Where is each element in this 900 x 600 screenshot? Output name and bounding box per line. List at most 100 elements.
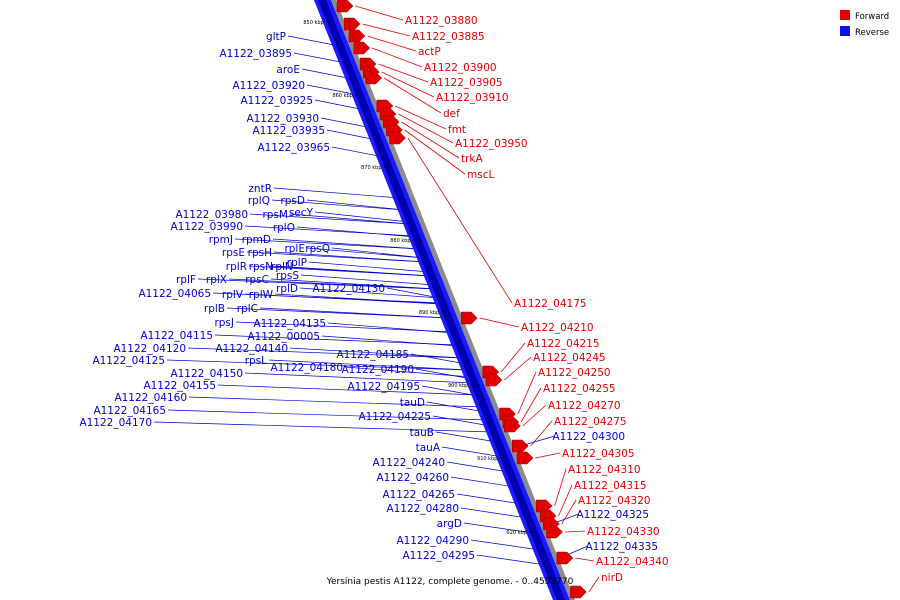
- callout-line: [271, 199, 405, 211]
- callout-line: [558, 484, 573, 517]
- callout-line: [460, 507, 528, 519]
- callout-line: [272, 238, 421, 250]
- callout-line: [404, 129, 466, 175]
- forward-gene-label: A1122_04210: [521, 322, 594, 334]
- callout-line: [296, 226, 416, 238]
- callout-line: [187, 347, 464, 359]
- reverse-gene-label: rplN: [271, 261, 293, 273]
- forward-feature-arrow: [348, 29, 366, 43]
- tick-label: 920 kbp: [507, 530, 527, 536]
- forward-feature-arrow: [343, 17, 361, 31]
- forward-gene-label: A1122_04310: [568, 464, 641, 476]
- reverse-gene-label: rpsJ: [214, 317, 234, 329]
- reverse-gene-label: A1122_04265: [382, 489, 455, 501]
- legend-swatch: [840, 26, 850, 36]
- reverse-gene-label: A1122_03895: [219, 48, 292, 60]
- callout-line: [289, 213, 411, 225]
- reverse-gene-label: A1122_03980: [175, 209, 248, 221]
- callout-line: [575, 557, 595, 562]
- callout-line: [259, 307, 448, 319]
- legend-label: Forward: [855, 12, 889, 22]
- reverse-gene-label: A1122_04160: [114, 392, 187, 404]
- reverse-gene-label: A1122_04260: [376, 472, 449, 484]
- callout-line: [331, 247, 424, 259]
- reverse-gene-label: A1122_04185: [336, 349, 409, 361]
- reverse-gene-label: A1122_04195: [347, 381, 420, 393]
- reverse-gene-label: gltP: [266, 31, 286, 43]
- callout-line: [167, 409, 489, 421]
- callout-line: [441, 446, 504, 458]
- callout-line: [463, 522, 534, 534]
- forward-feature-arrow: [570, 585, 587, 599]
- callout-line: [535, 452, 561, 459]
- reverse-gene-label: A1122_04125: [92, 355, 165, 367]
- callout-line: [398, 113, 454, 144]
- callout-line: [314, 211, 410, 223]
- callout-line: [299, 287, 440, 299]
- reverse-gene-label: rpmD: [242, 234, 271, 246]
- feature-arrows: [336, 0, 587, 599]
- reverse-gene-label: rplR: [226, 261, 247, 273]
- callout-line: [386, 287, 440, 299]
- callout-line: [287, 35, 340, 47]
- reverse-gene-label: rplC: [237, 303, 258, 315]
- forward-feature-arrow: [556, 551, 574, 565]
- reverse-gene-label: A1122_04065: [138, 288, 211, 300]
- callout-line: [435, 431, 498, 443]
- reverse-gene-label: A1122_04170: [79, 417, 152, 429]
- reverse-gene-label: A1122_03965: [257, 142, 330, 154]
- callout-line: [367, 35, 417, 52]
- reverse-gene-label: rpsM: [262, 209, 288, 221]
- forward-gene-label: A1122_04315: [574, 480, 647, 492]
- forward-feature-arrow: [535, 499, 553, 513]
- forward-gene-label: A1122_04245: [533, 352, 606, 364]
- reverse-gene-label: argD: [437, 518, 462, 530]
- callout-line: [244, 372, 474, 384]
- callout-line: [293, 52, 347, 64]
- callout-line: [401, 121, 460, 159]
- legend-label: Reverse: [855, 28, 889, 38]
- tick-label: 890 kbp: [419, 310, 439, 316]
- callout-line: [426, 401, 486, 413]
- reverse-gene-label: rpsH: [248, 247, 272, 259]
- callout-line: [289, 347, 464, 359]
- tick-label: 900 kbp: [448, 383, 468, 389]
- reverse-gene-label: A1122_04120: [113, 343, 186, 355]
- forward-gene-label: A1122_03910: [436, 92, 509, 104]
- forward-gene-label: A1122_04275: [554, 416, 627, 428]
- callout-line: [500, 342, 526, 373]
- forward-gene-label: A1122_04330: [587, 526, 660, 538]
- scale-ticks: 850 kbp 860 kbp 870 kbp 880 kbp 890 kbp 900 k…: [303, 20, 533, 536]
- callout-line: [479, 317, 520, 328]
- reverse-gene-label: A1122_04300: [552, 431, 625, 443]
- callout-line: [517, 371, 537, 415]
- reverse-gene-label: rplP: [287, 257, 307, 269]
- forward-feature-arrow: [389, 131, 406, 145]
- legend: Forward Reverse: [840, 10, 889, 38]
- forward-feature-arrow: [336, 0, 354, 13]
- callout-lines: [153, 5, 600, 593]
- callout-line: [554, 468, 567, 507]
- forward-feature-arrow: [461, 311, 478, 325]
- forward-gene-label: mscL: [467, 169, 494, 181]
- reverse-gene-label: rplV: [222, 289, 244, 301]
- reverse-gene-label: tauA: [416, 442, 441, 454]
- callout-line: [432, 415, 491, 427]
- legend-swatch: [840, 10, 850, 20]
- callout-line: [306, 199, 405, 211]
- reverse-gene-label: A1122_04290: [396, 535, 469, 547]
- callout-line: [407, 137, 513, 304]
- reverse-gene-label: rpsE: [222, 247, 245, 259]
- forward-gene-label: A1122_04270: [548, 400, 621, 412]
- reverse-gene-label: A1122_03935: [252, 125, 325, 137]
- callout-line: [274, 293, 443, 305]
- callout-line: [306, 247, 424, 259]
- reverse-gene-label: rpsL: [245, 355, 267, 367]
- forward-gene-label: A1122_04340: [596, 556, 669, 568]
- forward-feature-arrow: [516, 451, 534, 465]
- forward-gene-label: A1122_03900: [424, 62, 497, 74]
- callout-line: [273, 187, 400, 199]
- reverse-gene-label: rpsS: [276, 270, 299, 282]
- callout-line: [320, 117, 373, 129]
- callout-line: [564, 530, 586, 533]
